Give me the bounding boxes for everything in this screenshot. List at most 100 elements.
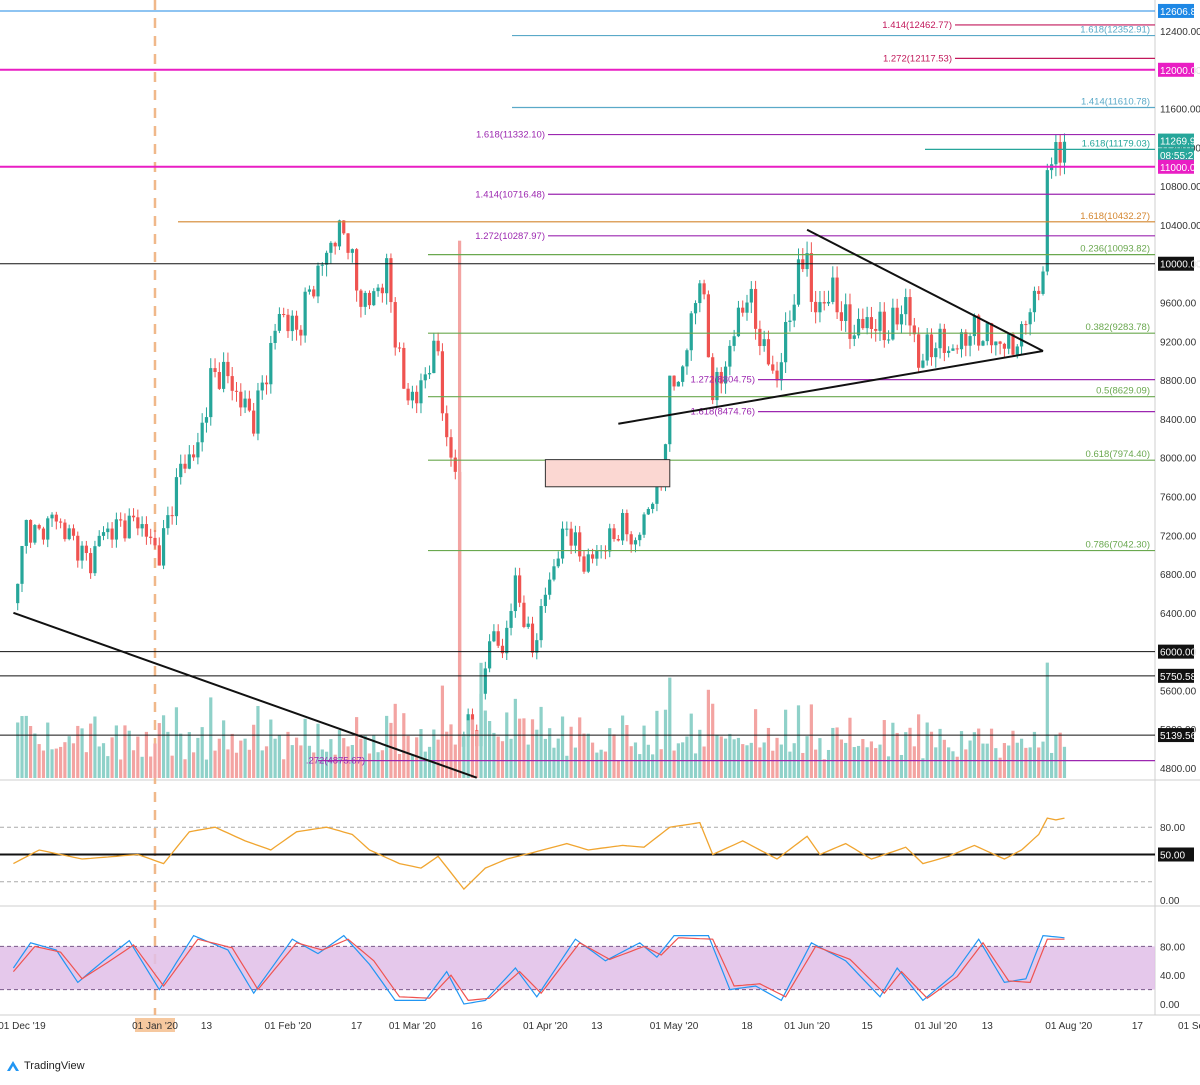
- fib-1414-blue-label: 1.414(11610.78): [1081, 97, 1150, 108]
- fib-bottom-label: .272(4875.67): [306, 756, 365, 767]
- x-tick-label: 17: [351, 1021, 363, 1032]
- candle-body: [972, 315, 976, 337]
- volume-bar: [402, 713, 406, 778]
- candle-body: [955, 348, 959, 350]
- volume-bar: [286, 731, 290, 778]
- volume-bar: [234, 752, 239, 778]
- candle-body: [706, 294, 710, 358]
- candle-body: [1002, 343, 1007, 349]
- x-tick-label: 16: [471, 1021, 483, 1032]
- fib-0618-label: 0.618(7974.40): [1086, 449, 1150, 460]
- fib-0786-label: 0.786(7042.30): [1086, 540, 1150, 551]
- candle-body: [50, 514, 54, 519]
- candle-body: [779, 362, 783, 381]
- candle-body: [76, 535, 80, 561]
- fib-1618-low-label: 1.618(8474.76): [691, 407, 755, 418]
- rsi-tick-80: 80.00: [1160, 823, 1185, 834]
- candle-body: [998, 341, 1002, 344]
- volume-bar: [852, 747, 856, 778]
- x-tick-highlight: [134, 1018, 175, 1032]
- volume-bar: [578, 717, 582, 778]
- candle-body: [84, 545, 88, 554]
- candle-body: [119, 519, 123, 521]
- volume-bar: [702, 746, 706, 778]
- candle-body: [385, 258, 389, 294]
- volume-bar: [865, 747, 869, 778]
- volume-bar: [560, 716, 565, 778]
- candle-body: [28, 519, 33, 543]
- candle-body: [938, 328, 942, 349]
- volume-bar: [213, 750, 217, 778]
- volume-bar: [153, 743, 157, 778]
- volume-bar: [655, 710, 659, 778]
- candle-body: [294, 315, 299, 330]
- volume-bar: [621, 715, 625, 778]
- candle-body: [762, 339, 766, 347]
- volume-bar: [488, 721, 492, 778]
- tag-11000: [1158, 159, 1194, 174]
- tag-12000: [1158, 62, 1194, 77]
- tradingview-brand[interactable]: TradingView: [6, 1060, 85, 1072]
- candle-body: [97, 535, 101, 547]
- candle-body: [16, 583, 20, 604]
- candle-body: [513, 575, 517, 612]
- candle-body: [560, 528, 565, 559]
- candle-body: [582, 556, 586, 572]
- candle-body: [359, 290, 363, 307]
- candle-body: [329, 242, 333, 253]
- tag-6000-label: 6000.00: [1160, 648, 1197, 659]
- fib-1414-red-label: 1.414(12462.77): [882, 20, 952, 31]
- volume-bar: [530, 719, 535, 778]
- x-tick-label: 13: [591, 1021, 603, 1032]
- volume-bar: [20, 716, 24, 778]
- candle-body: [1058, 142, 1062, 163]
- candle-body: [736, 307, 741, 337]
- volume-bar: [427, 746, 432, 778]
- candle-body: [406, 388, 410, 401]
- candle-body: [243, 398, 247, 408]
- volume-bar: [282, 759, 286, 778]
- tag-5750: [1158, 668, 1194, 683]
- volume-bar: [826, 749, 831, 778]
- volume-bar: [114, 725, 118, 778]
- volume-bar: [723, 738, 728, 778]
- tag-time: [1158, 148, 1194, 163]
- candle-body: [488, 641, 492, 669]
- candle-body: [1019, 324, 1024, 347]
- volume-bar: [174, 707, 179, 778]
- volume-bar: [612, 734, 616, 778]
- candle-body: [723, 366, 728, 384]
- candle-body: [161, 528, 166, 566]
- volume-bar: [526, 744, 530, 778]
- volume-bar: [779, 744, 783, 778]
- trendline-long-term: [13, 611, 478, 779]
- fib-0382-label: 0.382(9283.78): [1086, 322, 1150, 333]
- candle-body: [110, 528, 114, 540]
- candle-body: [166, 515, 170, 529]
- volume-bar: [951, 751, 955, 778]
- candle-body: [917, 334, 921, 368]
- volume-bar: [33, 733, 37, 778]
- candle-body: [796, 259, 801, 305]
- volume-bar: [84, 752, 88, 778]
- volume-bar: [492, 732, 496, 778]
- volume-bar: [350, 744, 354, 778]
- x-tick-label: 17: [1132, 1021, 1144, 1032]
- volume-bar: [586, 733, 590, 778]
- candle-body: [977, 315, 981, 346]
- volume-bar: [964, 749, 968, 778]
- candle-body: [874, 328, 878, 331]
- candle-body: [865, 317, 869, 329]
- volume-bar: [140, 756, 144, 778]
- rsi-tag-50: [1158, 847, 1194, 862]
- volume-bar: [715, 734, 719, 778]
- volume-bar: [209, 697, 213, 778]
- candle-body: [320, 264, 324, 266]
- candle-body: [578, 532, 582, 557]
- candle-body: [548, 579, 552, 595]
- candle-body: [299, 329, 303, 336]
- volume-bar: [470, 719, 475, 778]
